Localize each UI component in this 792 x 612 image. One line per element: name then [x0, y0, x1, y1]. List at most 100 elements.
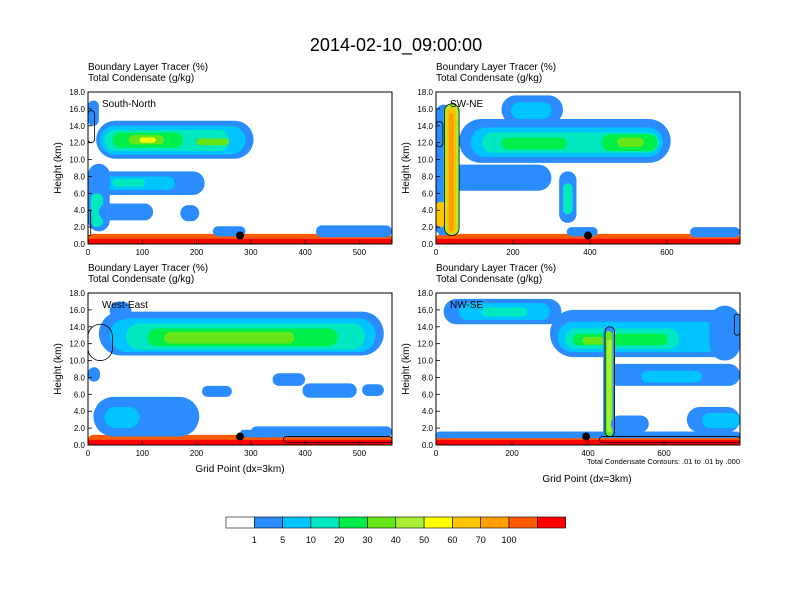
- y-tick-label: 4.0: [422, 407, 434, 416]
- colorbar-swatch-11: [536, 516, 566, 529]
- colorbar-swatch-6: [395, 516, 425, 529]
- colorbar-tick-label: 100: [501, 535, 516, 545]
- tracer-region-10: [511, 102, 552, 120]
- tracer-region-1: [88, 238, 392, 244]
- location-marker: [584, 231, 592, 240]
- y-tick-label: 18.0: [69, 289, 85, 298]
- y-tick-label: 8.0: [74, 172, 86, 181]
- colorbar-swatch-0: [225, 516, 255, 529]
- panel-fill-label: Boundary Layer Tracer (%): [436, 62, 556, 73]
- x-tick-label: 600: [660, 248, 674, 257]
- y-axis-label: Height (km): [53, 142, 64, 194]
- tracer-region-10: [582, 336, 606, 345]
- panel-name: NW-SE: [450, 300, 483, 311]
- tracer-region-19: [689, 227, 740, 238]
- tracer-region-16: [98, 203, 154, 221]
- y-tick-label: 16.0: [417, 105, 433, 114]
- condensate-contour-0: [444, 103, 460, 236]
- x-tick-label: 100: [136, 248, 150, 257]
- colorbar-swatch-5: [367, 516, 397, 529]
- x-tick-label: 0: [86, 248, 91, 257]
- tracer-region-13: [362, 384, 384, 397]
- y-tick-label: 0.0: [74, 240, 86, 249]
- tracer-region-17: [448, 113, 454, 232]
- x-tick-label: 400: [298, 449, 312, 458]
- y-tick-label: 8.0: [422, 373, 434, 382]
- panel-contour-label: Total Condensate (g/kg): [436, 274, 542, 285]
- tracer-region-9: [88, 367, 100, 382]
- y-axis-label: Height (km): [401, 142, 412, 194]
- colorbar-swatch-4: [338, 516, 368, 529]
- panel-0: Boundary Layer Tracer (%)Total Condensat…: [53, 62, 393, 257]
- tracer-region-5: [481, 307, 528, 317]
- y-tick-label: 14.0: [69, 122, 85, 131]
- y-tick-label: 12.0: [417, 340, 433, 349]
- x-tick-label: 200: [190, 449, 204, 458]
- condensate-contour-0: [88, 323, 113, 361]
- y-tick-label: 18.0: [69, 88, 85, 97]
- location-marker: [236, 432, 244, 441]
- y-tick-label: 14.0: [417, 122, 433, 131]
- tracer-region-11: [436, 164, 552, 191]
- x-tick-label: 0: [434, 449, 439, 458]
- x-tick-label: 100: [136, 449, 150, 458]
- x-tick-label: 200: [506, 248, 520, 257]
- tracer-region-9: [196, 138, 230, 146]
- colorbar-tick-label: 20: [334, 535, 344, 545]
- y-axis-label: Height (km): [53, 343, 64, 395]
- tracer-region-18: [316, 225, 392, 238]
- colorbar-tick-label: 1: [252, 535, 257, 545]
- x-tick-label: 200: [505, 449, 519, 458]
- tracer-region-7: [164, 331, 295, 344]
- panel-name: West-East: [102, 300, 148, 311]
- y-tick-label: 6.0: [422, 390, 434, 399]
- x-tick-label: 400: [298, 248, 312, 257]
- y-tick-label: 2.0: [422, 223, 434, 232]
- y-tick-label: 16.0: [417, 306, 433, 315]
- colorbar-tick-label: 30: [362, 535, 372, 545]
- tracer-region-7: [616, 137, 644, 147]
- x-tick-label: 500: [353, 449, 367, 458]
- x-tick-label: 400: [583, 248, 597, 257]
- tracer-region-19: [610, 415, 649, 433]
- tracer-region-18: [702, 412, 740, 429]
- plot-area: [88, 92, 392, 244]
- tracer-region-13: [641, 370, 702, 383]
- y-tick-label: 0.0: [422, 441, 434, 450]
- x-axis-label-bottom-right: Grid Point (dx=3km): [542, 474, 631, 485]
- y-tick-label: 16.0: [69, 105, 85, 114]
- tracer-region-18: [436, 201, 446, 228]
- tracer-region-8: [139, 137, 156, 143]
- tracer-region-2: [566, 227, 598, 237]
- tracer-region-15: [104, 407, 140, 429]
- tracer-region-14: [90, 193, 104, 228]
- colorbar-tick-label: 40: [391, 535, 401, 545]
- panel-2: Boundary Layer Tracer (%)Total Condensat…: [53, 263, 393, 458]
- panel-contour-label: Total Condensate (g/kg): [436, 73, 542, 84]
- chart-title: 2014-02-10_09:00:00: [310, 35, 482, 56]
- y-tick-label: 2.0: [74, 424, 86, 433]
- colorbar-swatch-9: [480, 516, 510, 529]
- tracer-region-1: [88, 439, 392, 445]
- y-tick-label: 12.0: [417, 139, 433, 148]
- colorbar-tick-label: 70: [476, 535, 486, 545]
- y-tick-label: 18.0: [417, 289, 433, 298]
- x-tick-label: 500: [353, 248, 367, 257]
- y-tick-label: 12.0: [69, 139, 85, 148]
- tracer-region-16: [607, 339, 612, 433]
- y-tick-label: 14.0: [417, 323, 433, 332]
- colorbar-swatch-7: [423, 516, 453, 529]
- x-tick-label: 200: [190, 248, 204, 257]
- x-tick-label: 300: [244, 449, 258, 458]
- y-tick-label: 10.0: [417, 357, 433, 366]
- colorbar-swatch-10: [508, 516, 538, 529]
- location-marker: [582, 432, 591, 441]
- condensate-contour-1: [436, 121, 444, 148]
- x-tick-label: 0: [86, 449, 91, 458]
- colorbar-tick-label: 10: [306, 535, 316, 545]
- panel-name: SW-NE: [450, 99, 483, 110]
- colorbar-swatch-8: [452, 516, 481, 529]
- y-tick-label: 6.0: [74, 189, 86, 198]
- condensate-contour-1: [599, 436, 740, 443]
- tracer-region-8: [109, 301, 132, 321]
